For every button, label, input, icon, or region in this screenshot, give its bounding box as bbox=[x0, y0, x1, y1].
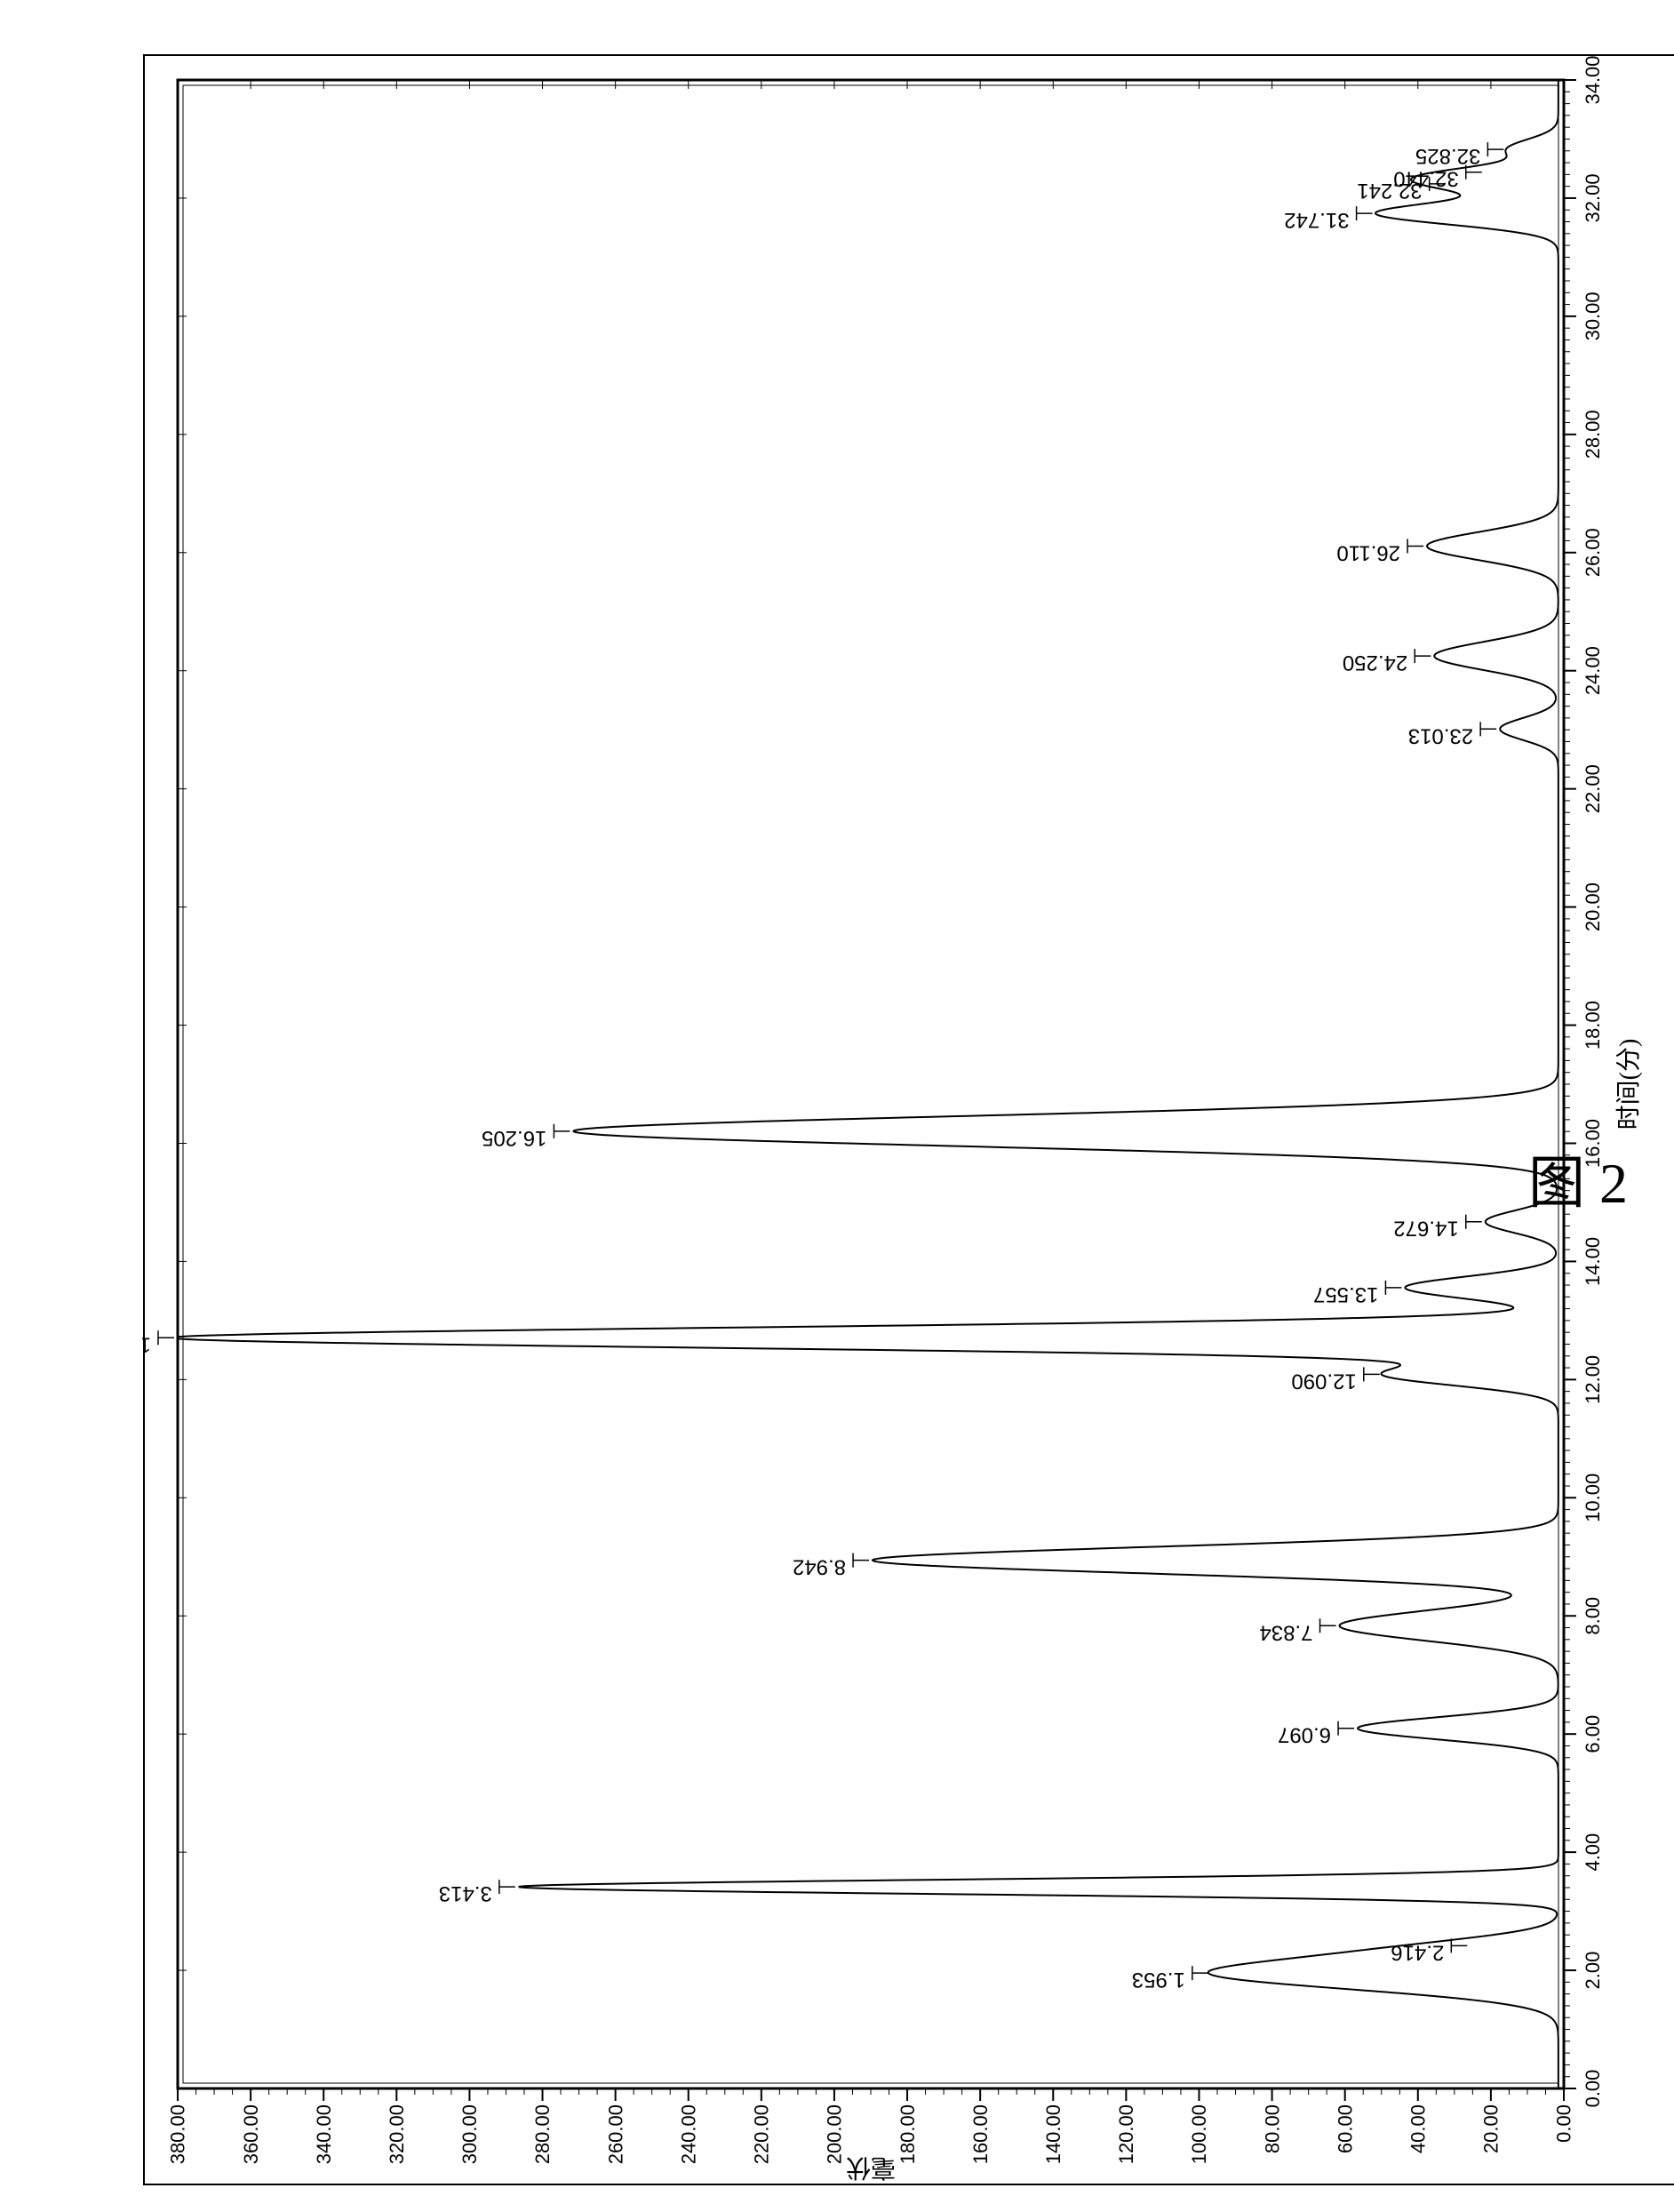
svg-text:280.00: 280.00 bbox=[531, 2104, 554, 2164]
svg-text:0.00: 0.00 bbox=[1582, 2070, 1604, 2108]
svg-text:20.00: 20.00 bbox=[1582, 882, 1604, 931]
svg-text:140.00: 140.00 bbox=[1042, 2104, 1064, 2164]
svg-text:160.00: 160.00 bbox=[969, 2104, 992, 2164]
svg-text:120.00: 120.00 bbox=[1115, 2104, 1137, 2164]
svg-text:4.00: 4.00 bbox=[1582, 1833, 1604, 1872]
svg-text:2.00: 2.00 bbox=[1582, 1952, 1604, 1990]
svg-text:200.00: 200.00 bbox=[824, 2104, 846, 2164]
svg-text:22.00: 22.00 bbox=[1582, 764, 1604, 813]
svg-text:24.250: 24.250 bbox=[1343, 651, 1407, 675]
svg-text:32.825: 32.825 bbox=[1415, 144, 1480, 168]
svg-text:1.953: 1.953 bbox=[1132, 1968, 1185, 1992]
svg-text:2.416: 2.416 bbox=[1391, 1940, 1444, 1964]
svg-text:80.00: 80.00 bbox=[1261, 2104, 1283, 2153]
svg-text:28.00: 28.00 bbox=[1582, 410, 1604, 459]
svg-text:6.00: 6.00 bbox=[1582, 1715, 1604, 1753]
svg-text:260.00: 260.00 bbox=[604, 2104, 626, 2164]
svg-text:100.00: 100.00 bbox=[1188, 2104, 1210, 2164]
svg-text:380.00: 380.00 bbox=[167, 2104, 189, 2164]
chromatogram-chart: 0.002.004.006.008.0010.0012.0014.0016.00… bbox=[142, 53, 1674, 2186]
svg-text:8.942: 8.942 bbox=[793, 1555, 846, 1579]
svg-text:32.00: 32.00 bbox=[1582, 173, 1604, 222]
svg-text:23.013: 23.013 bbox=[1408, 723, 1473, 747]
svg-text:8.00: 8.00 bbox=[1582, 1597, 1604, 1635]
svg-text:14.00: 14.00 bbox=[1582, 1237, 1604, 1286]
svg-text:180.00: 180.00 bbox=[897, 2104, 919, 2164]
svg-text:240.00: 240.00 bbox=[677, 2104, 699, 2164]
svg-text:16.205: 16.205 bbox=[482, 1126, 546, 1150]
svg-text:24.00: 24.00 bbox=[1582, 646, 1604, 695]
svg-text:31.742: 31.742 bbox=[1284, 208, 1349, 232]
svg-text:0.00: 0.00 bbox=[1553, 2104, 1575, 2143]
svg-text:7.834: 7.834 bbox=[1259, 1620, 1312, 1644]
svg-text:320.00: 320.00 bbox=[386, 2104, 408, 2164]
svg-text:时间(分): 时间(分) bbox=[1614, 1039, 1643, 1130]
figure-label: 图 2 bbox=[1528, 1138, 1628, 1219]
svg-text:60.00: 60.00 bbox=[1334, 2104, 1356, 2153]
svg-text:26.00: 26.00 bbox=[1582, 528, 1604, 577]
svg-text:12.708: 12.708 bbox=[142, 1332, 151, 1356]
svg-text:360.00: 360.00 bbox=[240, 2104, 262, 2164]
svg-text:34.00: 34.00 bbox=[1582, 55, 1604, 104]
svg-text:26.110: 26.110 bbox=[1336, 540, 1400, 564]
svg-text:12.090: 12.090 bbox=[1291, 1369, 1356, 1393]
svg-text:6.097: 6.097 bbox=[1278, 1723, 1331, 1747]
svg-text:12.00: 12.00 bbox=[1582, 1355, 1604, 1404]
svg-text:18.00: 18.00 bbox=[1582, 1001, 1604, 1050]
svg-text:20.00: 20.00 bbox=[1480, 2104, 1503, 2153]
svg-text:毫伏: 毫伏 bbox=[846, 2153, 896, 2182]
svg-text:300.00: 300.00 bbox=[458, 2104, 481, 2164]
svg-text:3.413: 3.413 bbox=[439, 1881, 492, 1905]
svg-text:220.00: 220.00 bbox=[751, 2104, 773, 2164]
svg-text:10.00: 10.00 bbox=[1582, 1473, 1604, 1522]
svg-text:30.00: 30.00 bbox=[1582, 291, 1604, 340]
svg-text:32.440: 32.440 bbox=[1393, 167, 1458, 191]
svg-text:13.557: 13.557 bbox=[1313, 1282, 1378, 1306]
svg-text:340.00: 340.00 bbox=[313, 2104, 335, 2164]
svg-text:40.00: 40.00 bbox=[1407, 2104, 1429, 2153]
svg-text:14.672: 14.672 bbox=[1393, 1217, 1458, 1241]
